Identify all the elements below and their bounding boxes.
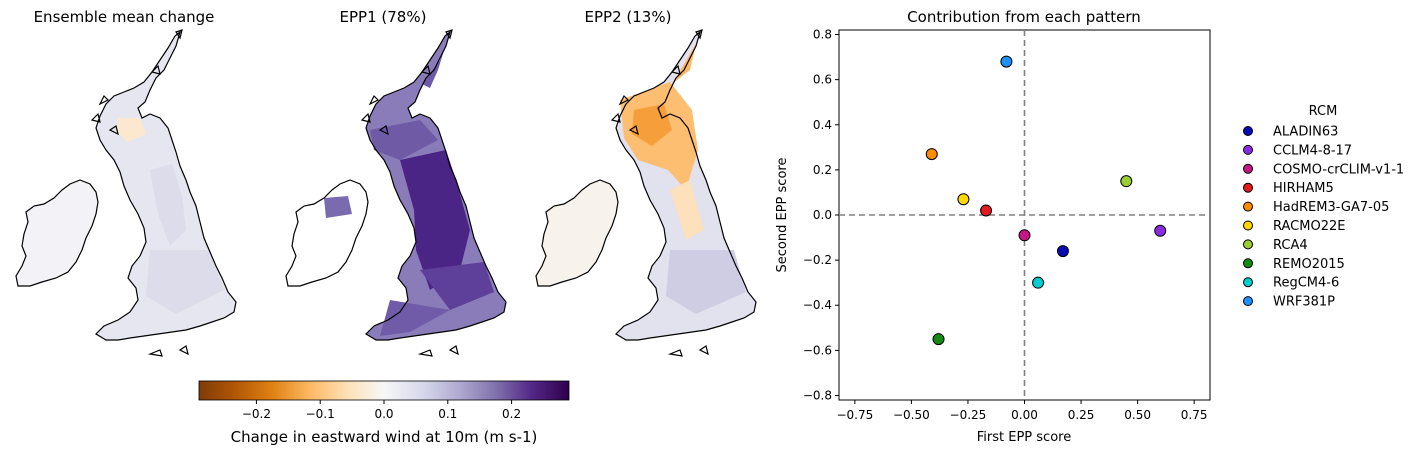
map-epp2: EPP2 (13%) xyxy=(535,8,757,357)
x-tick-label: 0.50 xyxy=(1124,408,1151,422)
legend-marker xyxy=(1243,239,1253,250)
map2-title: EPP1 (78%) xyxy=(340,8,427,26)
legend-marker xyxy=(1243,126,1253,136)
x-tick-label: 0.00 xyxy=(1011,408,1038,422)
legend-items: ALADIN63 CCLM4-8-17 COSMO-crCLIM-v1-1 HIRHA… xyxy=(1243,125,1404,310)
x-tick-label: 0.25 xyxy=(1068,408,1095,422)
y-axis-ticks: −0.8 −0.6 −0.4 −0.2 0.0 0.2 0.4 0.6 0.8 xyxy=(803,28,839,402)
legend-label: COSMO-crCLIM-v1-1 xyxy=(1273,162,1404,177)
legend-marker xyxy=(1243,144,1253,155)
legend-label: RACMO22E xyxy=(1273,219,1345,234)
legend-label: CCLM4-8-17 xyxy=(1273,143,1352,158)
y-tick-label: 0.2 xyxy=(813,163,832,177)
colorbar-tick-label: 0.2 xyxy=(502,407,521,421)
map3-title: EPP2 (13%) xyxy=(585,8,672,26)
map1-field xyxy=(16,32,236,340)
y-tick-label: −0.2 xyxy=(803,253,832,267)
y-tick-label: −0.8 xyxy=(803,388,832,402)
scatter-title: Contribution from each pattern xyxy=(907,8,1141,26)
colorbar-gradient xyxy=(198,380,570,401)
scatter-point-remo2015 xyxy=(932,333,945,346)
legend-label: HIRHAM5 xyxy=(1273,181,1334,196)
scatter-point-racmo22e xyxy=(957,193,970,206)
x-tick-label: −0.50 xyxy=(893,408,930,422)
legend-marker xyxy=(1243,220,1253,231)
y-axis-label: Second EPP score xyxy=(775,158,790,273)
x-axis-label: First EPP score xyxy=(977,430,1071,445)
y-tick-label: 0.8 xyxy=(813,28,832,42)
x-axis-ticks: −0.75 −0.50 −0.25 0.00 0.25 0.50 0.75 xyxy=(836,400,1208,422)
scatter-points xyxy=(925,55,1167,346)
scatter-point-cclm4-8-17 xyxy=(1154,224,1167,237)
map2-field xyxy=(286,32,506,340)
x-tick-label: −0.25 xyxy=(950,408,987,422)
y-tick-label: 0.0 xyxy=(813,208,832,222)
legend-marker xyxy=(1243,277,1253,288)
y-tick-label: 0.6 xyxy=(813,73,832,87)
x-tick-label: 0.75 xyxy=(1181,408,1208,422)
scatter-point-wrf381p xyxy=(1000,55,1013,68)
colorbar: −0.2 −0.1 0.0 0.1 0.2 Change in eastward win… xyxy=(198,380,570,446)
scatter-chart: Contribution from each pattern −0.75 −0.5… xyxy=(775,8,1211,445)
scatter-point-regcm4-6 xyxy=(1032,276,1045,289)
legend-label: ALADIN63 xyxy=(1273,125,1338,140)
legend-label: REMO2015 xyxy=(1273,257,1345,272)
legend-label: WRF381P xyxy=(1273,295,1335,310)
legend-label: RCA4 xyxy=(1273,238,1308,253)
y-tick-label: 0.4 xyxy=(813,118,832,132)
colorbar-tick-label: 0.1 xyxy=(438,407,457,421)
map3-field xyxy=(536,32,756,340)
y-tick-label: −0.4 xyxy=(803,298,832,312)
colorbar-tick-label: −0.2 xyxy=(242,407,271,421)
legend-title: RCM xyxy=(1309,104,1338,119)
scatter-point-hadrem3-ga7-05 xyxy=(925,148,938,161)
legend-marker xyxy=(1243,163,1253,174)
colorbar-tick-label: −0.1 xyxy=(306,407,335,421)
scatter-point-aladin63 xyxy=(1056,245,1069,258)
scatter-point-rca4 xyxy=(1120,175,1133,188)
legend-marker xyxy=(1243,296,1253,307)
scatter-point-cosmo-crclim-v1-1 xyxy=(1018,229,1031,242)
legend-marker xyxy=(1243,201,1253,212)
scatter-point-hirham5 xyxy=(980,204,993,217)
legend-marker xyxy=(1243,258,1253,269)
map-epp1: EPP1 (78%) xyxy=(285,8,507,357)
legend: RCM ALADIN63 CCLM4-8-17 COSMO-crCLIM-v1-1 H… xyxy=(1243,104,1404,310)
map-ensemble-mean: Ensemble mean change xyxy=(15,8,237,357)
colorbar-ticks: −0.2 −0.1 0.0 0.1 0.2 xyxy=(242,400,521,421)
legend-marker xyxy=(1243,182,1253,193)
y-tick-label: −0.6 xyxy=(803,343,832,357)
legend-label: HadREM3-GA7-05 xyxy=(1273,200,1389,215)
colorbar-label: Change in eastward wind at 10m (m s-1) xyxy=(231,428,538,446)
colorbar-tick-label: 0.0 xyxy=(374,407,393,421)
legend-label: RegCM4-6 xyxy=(1273,276,1339,291)
map1-title: Ensemble mean change xyxy=(34,8,215,26)
x-tick-label: −0.75 xyxy=(836,408,873,422)
